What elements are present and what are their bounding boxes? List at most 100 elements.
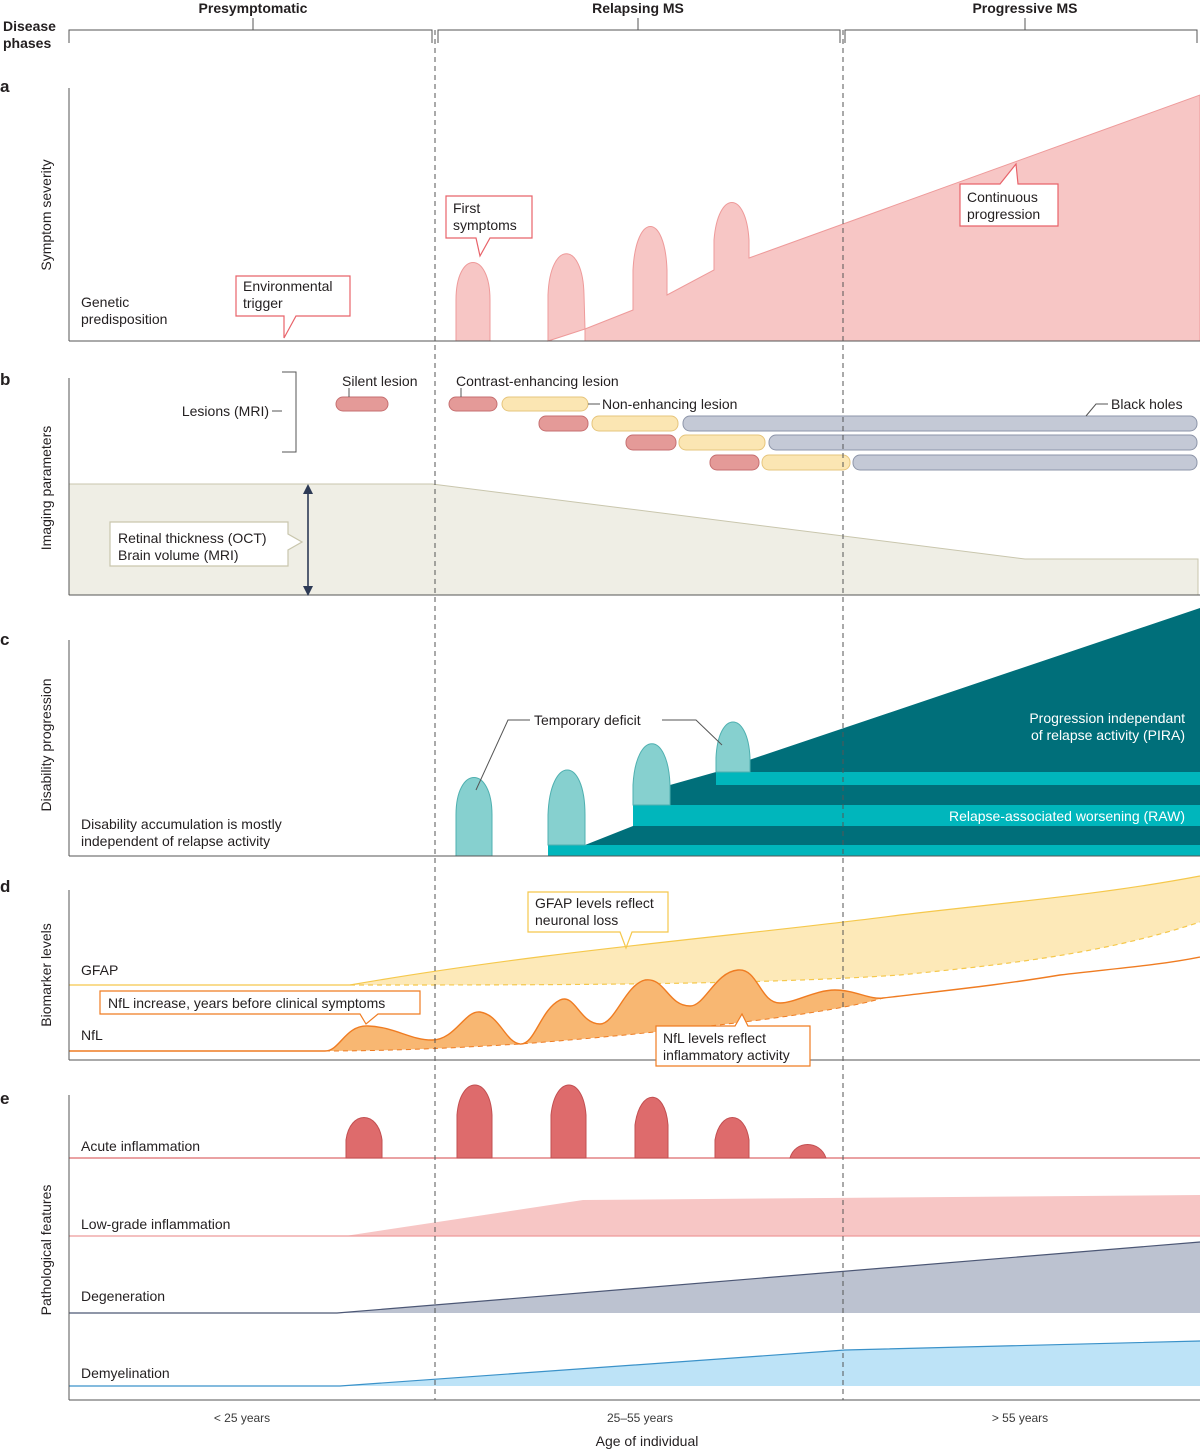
temporary-deficit-bump-4 (715, 721, 751, 773)
continuous-progression-label: Continuous progression (967, 189, 1040, 222)
acute-peak-2 (456, 1084, 493, 1159)
age-axis-label: Age of individual (596, 1433, 699, 1449)
raw-label: Relapse-associated worsening (RAW) (949, 808, 1185, 824)
panel-a-symptom-severity: a Symptom severity Genetic predisposition… (0, 77, 1200, 342)
panel-d-ylabel: Biomarker levels (38, 923, 54, 1026)
raw-band-3 (716, 772, 1200, 785)
volume-arrow-down-head (303, 586, 313, 596)
temporary-deficit-label: Temporary deficit (534, 712, 641, 728)
nfl-baseline-trend (324, 997, 884, 1052)
panel-b-letter: b (0, 370, 10, 389)
panel-a-letter: a (0, 77, 10, 96)
gfap-note-callout (527, 891, 669, 950)
disease-phases-header: Disease phases Presymptomatic Relapsing M… (3, 0, 1198, 51)
panel-e-letter: e (0, 1089, 9, 1108)
presymptomatic-bracket (68, 29, 433, 43)
phase-progressive: Progressive MS (972, 0, 1077, 16)
temporary-deficit-leader-left (475, 719, 530, 791)
gfap-lower-line (349, 921, 1200, 986)
gfap-note-label: GFAP levels reflect neuronal loss (535, 895, 654, 928)
raw-band-2 (633, 805, 1200, 826)
age-tick-under-25: < 25 years (214, 1411, 270, 1425)
panel-e-pathological-features: e Pathological features Acute inflammati… (0, 1084, 1200, 1401)
low-grade-inflammation-area (345, 1195, 1200, 1236)
black-hole-pill-3 (852, 454, 1198, 471)
contrast-lesion-pill-3 (625, 434, 677, 451)
silent-lesion-label: Silent lesion (342, 373, 418, 389)
demyelination-area (340, 1341, 1200, 1386)
first-symptoms-callout (445, 195, 533, 258)
low-grade-inflammation-label: Low-grade inflammation (81, 1216, 230, 1232)
continuous-progression-callout (959, 162, 1059, 227)
retinal-thickness-callout (109, 521, 304, 567)
silent-lesion-pill (335, 396, 389, 412)
contrast-lesion-pill-2 (538, 415, 589, 432)
lesions-mri-label: Lesions (MRI) (182, 403, 269, 419)
panel-d-biomarker-levels: d Biomarker levels GFAP NfL GFAP levels … (0, 875, 1200, 1067)
panel-b-imaging-parameters: b Imaging parameters Retinal thickness (… (0, 370, 1200, 596)
nfl-note-label: NfL levels reflect inflammatory activity (663, 1030, 790, 1063)
black-hole-pill-1 (682, 415, 1198, 432)
black-holes-leader (1085, 403, 1108, 417)
first-symptoms-label: First symptoms (453, 200, 517, 233)
genetic-predisposition-label: Genetic predisposition (81, 294, 167, 327)
nfl-note-callout (655, 1012, 811, 1067)
contrast-lesion-pill-1 (448, 396, 498, 412)
temporary-deficit-leader-right (662, 719, 723, 746)
environmental-trigger-label: Environmental trigger (243, 278, 333, 311)
demyelination-line (69, 1340, 1200, 1387)
contrast-lesion-pill-4 (709, 454, 760, 471)
black-holes-label: Black holes (1111, 396, 1183, 412)
pira-area (548, 608, 1200, 856)
acute-peak-1 (345, 1117, 383, 1159)
temporary-deficit-bump-3 (632, 743, 671, 806)
panel-c-disability-progression: c Disability progression Temporary defic… (0, 608, 1200, 857)
age-tick-25-55: 25–55 years (607, 1411, 673, 1425)
nfl-increase-callout (99, 990, 421, 1025)
relapsing-bracket (437, 29, 841, 43)
panel-e-ylabel: Pathological features (38, 1185, 54, 1316)
age-axis: < 25 years 25–55 years > 55 years Age of… (214, 1411, 1048, 1449)
phase-presymptomatic: Presymptomatic (199, 0, 308, 16)
nfl-increase-label: NfL increase, years before clinical symp… (108, 995, 385, 1011)
panel-c-ylabel: Disability progression (38, 678, 54, 811)
acute-inflammation-label: Acute inflammation (81, 1138, 200, 1154)
gfap-band (350, 876, 1200, 985)
nonenhancing-lesion-label: Non-enhancing lesion (602, 396, 737, 412)
acute-peak-5 (714, 1117, 750, 1159)
nfl-label: NfL (81, 1027, 103, 1043)
acute-peak-3 (550, 1084, 587, 1159)
continuous-progression-area (584, 94, 1200, 342)
pira-label: Progression independant of relapse activi… (1029, 710, 1185, 743)
degeneration-line (69, 1241, 1200, 1314)
acute-peak-6 (789, 1144, 827, 1159)
first-relapse-bump (455, 262, 491, 342)
disability-note: Disability accumulation is mostly indepen… (81, 816, 282, 849)
nfl-activity-area (325, 969, 883, 1051)
retinal-thickness-label: Retinal thickness (OCT) Brain volume (MRI… (118, 530, 267, 563)
phase-relapsing: Relapsing MS (592, 0, 684, 16)
nonenhancing-lesion-pill-4 (761, 454, 851, 471)
nonenhancing-lesion-pill-2 (591, 415, 679, 432)
nonenhancing-lesion-pill-3 (678, 434, 766, 451)
second-relapse-bump (547, 253, 586, 342)
raw-band-1 (548, 845, 1200, 856)
demyelination-label: Demyelination (81, 1365, 170, 1381)
acute-peak-4 (634, 1096, 669, 1159)
lesions-bracket (282, 371, 297, 453)
panel-b-ylabel: Imaging parameters (38, 426, 54, 551)
panel-a-ylabel: Symptom severity (38, 159, 54, 270)
nonenhancing-lesion-pill-1 (501, 396, 589, 412)
progressive-bracket (844, 29, 1198, 43)
volume-arrow-up-head (303, 484, 313, 494)
age-tick-over-55: > 55 years (992, 1411, 1048, 1425)
nfl-line (69, 956, 1200, 1052)
panel-c-letter: c (0, 630, 9, 649)
gfap-upper-line (349, 875, 1200, 986)
panel-d-letter: d (0, 877, 10, 896)
temporary-deficit-bump-2 (547, 769, 586, 846)
degeneration-label: Degeneration (81, 1288, 165, 1304)
contrast-lesion-label: Contrast-enhancing lesion (456, 373, 619, 389)
temporary-deficit-bump-1 (455, 777, 493, 857)
